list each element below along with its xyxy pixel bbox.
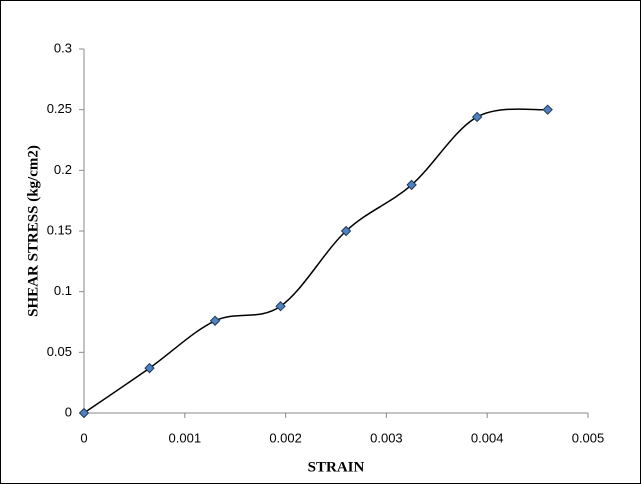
y-tick-label: 0.3 <box>54 40 72 55</box>
x-tick-label: 0.004 <box>471 430 504 445</box>
y-tick-label: 0.15 <box>47 222 72 237</box>
x-tick-label: 0.002 <box>269 430 302 445</box>
x-tick-label: 0 <box>80 430 87 445</box>
series-line <box>83 108 548 414</box>
y-tick-label: 0.05 <box>47 344 72 359</box>
x-tick-label: 0.001 <box>169 430 202 445</box>
marker <box>78 407 90 419</box>
x-tick-label: 0.003 <box>370 430 403 445</box>
x-axis-title: STRAIN <box>308 459 365 475</box>
y-tick-label: 0.2 <box>54 162 72 177</box>
y-axis-title: SHEAR STRESS (kg/cm2) <box>25 145 41 317</box>
x-tick-label: 0.005 <box>572 430 605 445</box>
marker <box>209 315 221 326</box>
marker <box>406 179 417 191</box>
y-tick-label: 0.25 <box>47 101 72 116</box>
marker <box>340 225 352 237</box>
marker <box>471 111 483 123</box>
y-tick-label: 0 <box>65 404 72 419</box>
marker <box>275 301 286 312</box>
marker <box>144 362 155 374</box>
marker <box>542 104 553 115</box>
y-tick-label: 0.1 <box>54 283 72 298</box>
